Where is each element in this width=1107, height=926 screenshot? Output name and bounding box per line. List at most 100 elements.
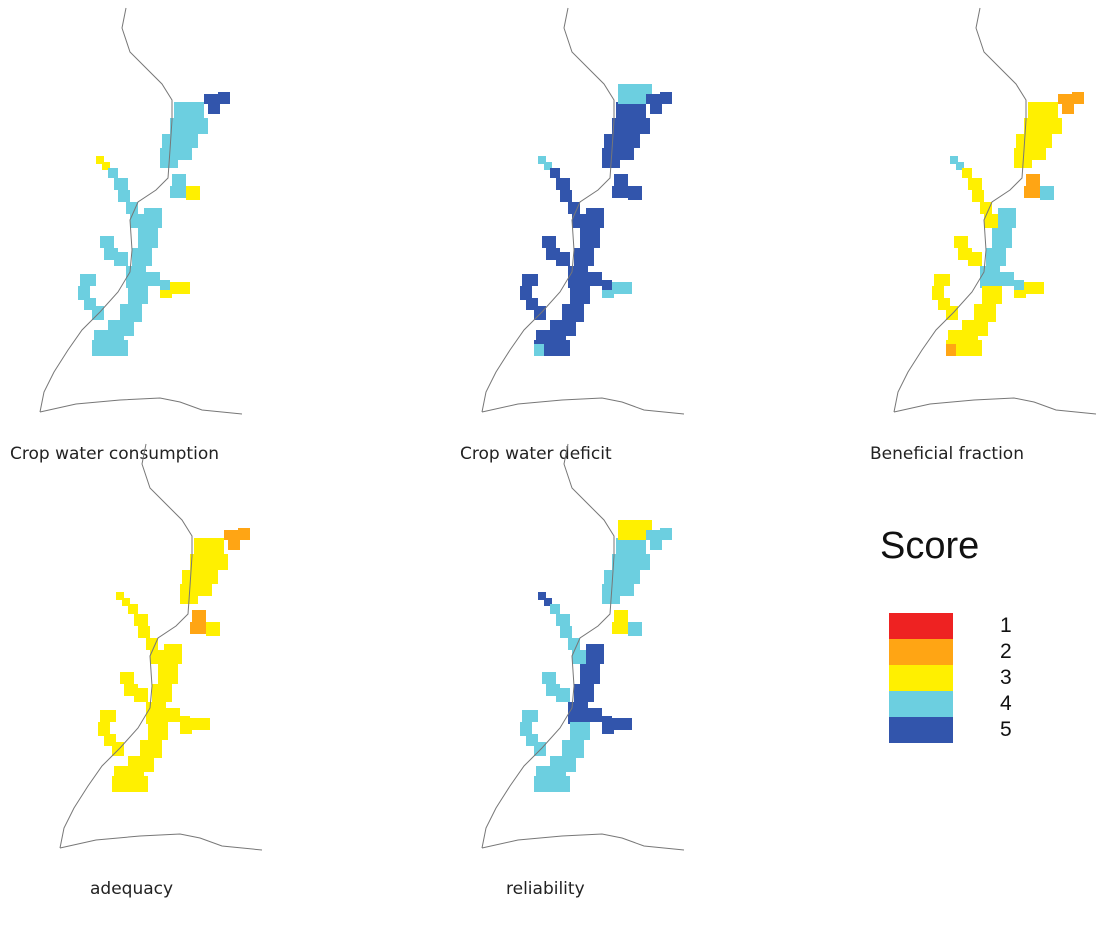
score-cell-center <box>586 644 604 664</box>
legend-label-4: 4 <box>1000 692 1012 715</box>
map-graphic <box>59 443 263 851</box>
score-cell-upper <box>190 622 206 634</box>
score-cell-center <box>152 684 172 702</box>
score-cell-left_branch <box>968 252 982 266</box>
map-adequacy <box>50 436 370 876</box>
score-cell-right_branch_tip <box>180 726 192 734</box>
score-cell-center <box>126 266 146 288</box>
score-cell-left_branch <box>114 252 128 266</box>
score-cell-nw_branch <box>138 626 150 638</box>
river-line <box>481 7 615 413</box>
score-cell-tip <box>238 528 250 540</box>
score-cell-center <box>146 702 166 724</box>
score-cell-top <box>604 570 640 584</box>
score-cell-nw_branch <box>556 614 570 626</box>
score-cell-upper <box>614 610 628 622</box>
score-cell-nw_branch <box>108 168 118 178</box>
score-cell-bottom <box>148 722 168 740</box>
score-cell-nw_branch <box>550 604 560 614</box>
map-beneficial-fraction <box>884 0 1107 440</box>
score-cell-right_branch_tip <box>170 282 190 294</box>
score-cell-left_branch <box>934 274 950 286</box>
score-cell-center <box>132 248 152 266</box>
score-cell-right_branch <box>588 272 602 286</box>
score-cell-nw_branch <box>968 178 982 190</box>
score-cell-nw_branch_tip <box>544 162 552 170</box>
score-cell-center <box>164 644 182 664</box>
score-cell-bottom <box>128 286 148 304</box>
score-cell-nw_branch_tip <box>96 156 104 164</box>
score-cell-right_branch_tip <box>160 290 172 298</box>
map-crop-water-consumption <box>30 0 350 440</box>
score-cell-left_branch <box>520 722 532 736</box>
score-cell-left_branch <box>98 722 110 736</box>
score-cell-top <box>1028 102 1058 118</box>
score-cell-center <box>568 266 588 288</box>
score-cell-center <box>158 664 178 684</box>
score-cell-tip <box>650 540 662 550</box>
score-cell-left_branch <box>522 274 538 286</box>
score-cell-right_branch <box>1000 272 1014 286</box>
score-cell-center <box>144 208 162 228</box>
score-cell-left_branch <box>520 286 532 300</box>
caption-crop-water-consumption: Crop water consumption <box>10 444 219 464</box>
score-cell-left_branch <box>100 710 116 722</box>
score-cell-tip <box>1062 104 1074 114</box>
score-cell-top <box>174 102 204 118</box>
score-cell-right_branch <box>602 280 612 294</box>
score-cell-right_branch_tip <box>602 726 614 734</box>
score-cell-nw_branch <box>118 190 130 202</box>
score-cell-tip <box>646 530 660 540</box>
legend-swatch-3 <box>889 665 953 691</box>
score-cell-nw_branch_tip <box>950 156 958 164</box>
score-cell-top_center <box>618 520 652 540</box>
score-cell-top <box>194 538 224 554</box>
score-cell-center <box>574 248 594 266</box>
score-cell-top <box>612 118 650 134</box>
score-cell-tip <box>660 92 672 104</box>
map-graphic <box>481 7 685 415</box>
legend-swatch-5 <box>889 717 953 743</box>
score-cell-bottom_tip <box>946 344 956 356</box>
score-cell-top <box>620 584 634 596</box>
boundary-line <box>59 833 263 851</box>
score-cell-nw_branch <box>126 202 138 214</box>
score-cell-nw_branch <box>150 650 164 664</box>
score-cell-upper_right <box>628 622 642 636</box>
score-cell-upper <box>192 610 206 622</box>
score-cell-nw_branch_tip <box>538 156 546 164</box>
score-cell-top <box>616 102 646 118</box>
score-cell-upper <box>612 622 628 634</box>
score-cell-tip <box>204 94 218 104</box>
caption-reliability: reliability <box>506 879 585 899</box>
score-cell-nw_branch <box>128 604 138 614</box>
legend-swatch-4 <box>889 691 953 717</box>
river-line <box>59 443 193 849</box>
boundary-line <box>481 397 685 415</box>
map-graphic <box>893 7 1097 415</box>
score-cell-left_branch <box>556 252 570 266</box>
score-cell-center <box>986 248 1006 266</box>
score-cell-top <box>1016 134 1052 148</box>
score-cell-nw_branch <box>972 190 984 202</box>
score-cell-nw_branch <box>556 178 570 190</box>
score-cell-nw_branch_tip <box>538 592 546 600</box>
score-cell-upper <box>170 186 186 198</box>
score-cell-top <box>612 554 650 570</box>
score-cell-nw_branch_tip <box>102 162 110 170</box>
caption-crop-water-deficit: Crop water deficit <box>460 444 612 464</box>
score-cell-top <box>178 148 192 160</box>
score-cell-upper_right <box>628 186 642 200</box>
score-cell-center <box>992 228 1012 248</box>
score-cell-nw_branch <box>984 214 998 228</box>
score-cell-left_branch <box>134 688 148 702</box>
boundary-line <box>39 397 243 415</box>
score-cell-top <box>620 148 634 160</box>
score-cell-top <box>1032 148 1046 160</box>
score-cell-right_branch <box>602 716 612 730</box>
score-cell-upper_right <box>186 186 200 200</box>
score-cell-center <box>568 702 588 724</box>
score-cell-nw_branch_tip <box>544 598 552 606</box>
score-cell-center <box>586 208 604 228</box>
score-cell-nw_branch <box>568 638 580 650</box>
